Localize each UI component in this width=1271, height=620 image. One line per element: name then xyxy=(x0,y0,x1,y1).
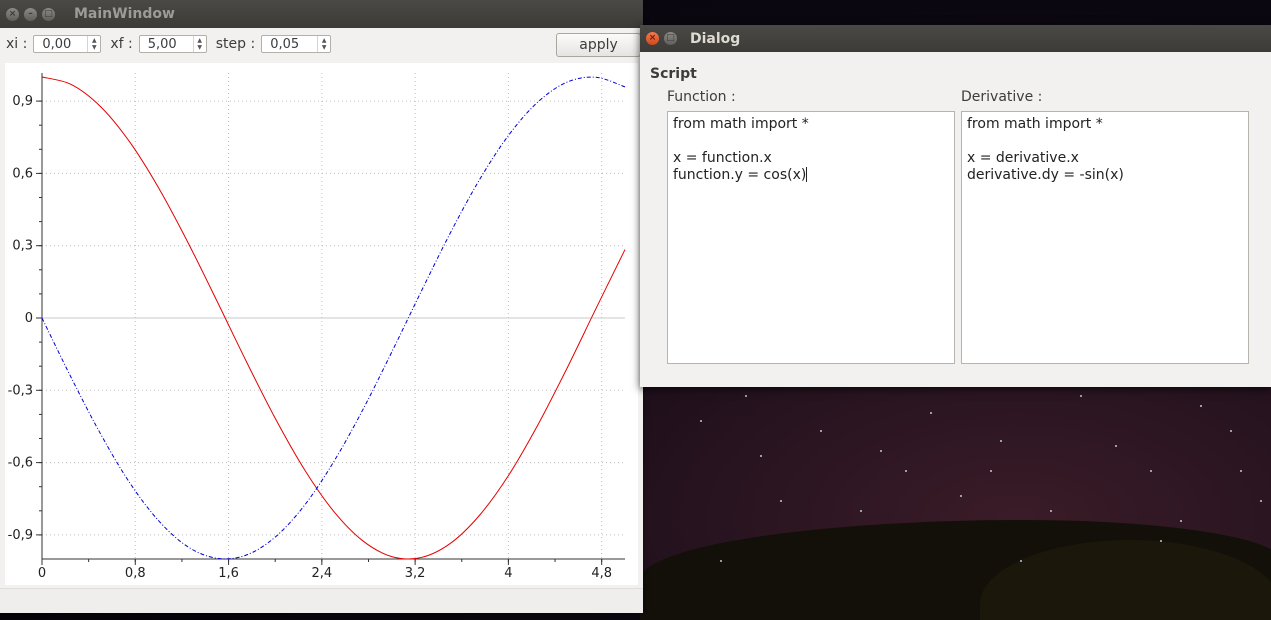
minimize-icon[interactable]: – xyxy=(24,7,37,21)
main-window: × – □ MainWindow xi : 0,00 ▲ ▼ xf : 5,00 … xyxy=(0,0,643,613)
star xyxy=(960,495,962,497)
maximize-icon[interactable]: □ xyxy=(42,7,55,21)
step-value[interactable]: 0,05 xyxy=(270,36,300,52)
star xyxy=(930,412,932,414)
star xyxy=(1200,405,1202,407)
xf-value[interactable]: 5,00 xyxy=(147,36,177,52)
plot-area[interactable]: 0 0,8 1,6 2,4 3,2 4 4,8 0,9 0,6 0,3 0 -0,3 -0,6 -0,9 xyxy=(5,63,638,585)
range-toolbar: xi : 0,00 ▲ ▼ xf : 5,00 ▲ ▼ step : 0,05 ▲ ▼… xyxy=(0,29,643,59)
star xyxy=(1230,430,1232,432)
series-line-0 xyxy=(41,76,626,560)
star xyxy=(720,560,722,562)
code-line: x = function.x xyxy=(673,150,772,166)
star xyxy=(760,455,762,457)
star xyxy=(1150,470,1152,472)
star xyxy=(745,395,747,397)
function-label: Function : xyxy=(667,89,736,105)
code-line-with-caret: function.y = cos(x) xyxy=(673,167,949,184)
function-editor[interactable]: from math import * x = function.x functi… xyxy=(667,111,955,364)
y-tick-label: 0,9 xyxy=(12,94,33,109)
y-tick-label: -0,9 xyxy=(8,528,33,543)
window-title: MainWindow xyxy=(74,6,175,22)
star xyxy=(1160,540,1162,542)
star xyxy=(1080,395,1082,397)
plot-series xyxy=(41,76,626,560)
y-tick-label: -0,3 xyxy=(8,383,33,398)
dialog-title: Dialog xyxy=(690,30,741,47)
step-label: step : xyxy=(215,36,256,52)
derivative-label: Derivative : xyxy=(961,89,1043,105)
spin-arrows-icon[interactable]: ▲ ▼ xyxy=(87,36,100,52)
spin-arrows-icon[interactable]: ▲ ▼ xyxy=(317,36,330,52)
status-bar xyxy=(0,588,643,613)
x-tick-label: 0 xyxy=(38,566,46,581)
function-plot[interactable]: 0 0,8 1,6 2,4 3,2 4 4,8 0,9 0,6 0,3 0 -0,3 -0,6 -0,9 xyxy=(5,63,638,585)
x-tick-label: 4,8 xyxy=(591,566,612,581)
star xyxy=(820,430,822,432)
dialog-titlebar[interactable]: × □ Dialog xyxy=(640,25,1271,52)
star xyxy=(990,470,992,472)
star xyxy=(1240,470,1242,472)
star xyxy=(1000,440,1002,442)
script-group-title: Script xyxy=(650,66,697,82)
code-line xyxy=(673,133,949,150)
y-tick-label: 0 xyxy=(25,311,33,326)
star xyxy=(1050,510,1052,512)
axes: 0 0,8 1,6 2,4 3,2 4 4,8 0,9 0,6 0,3 0 -0,3 -0,6 -0,9 xyxy=(8,73,625,581)
code-line: from math import * xyxy=(967,116,1103,132)
x-tick-label: 4 xyxy=(504,566,512,581)
code-line: derivative.dy = -sin(x) xyxy=(967,167,1124,183)
x-tick-label: 1,6 xyxy=(218,566,239,581)
xi-spinbox[interactable]: 0,00 ▲ ▼ xyxy=(33,35,102,53)
code-line: function.y = cos(x) xyxy=(673,167,807,183)
code-line: from math import * xyxy=(673,116,809,132)
text-caret xyxy=(806,167,808,182)
xf-label: xf : xyxy=(110,36,133,52)
star xyxy=(700,420,702,422)
star xyxy=(1260,500,1262,502)
star xyxy=(1020,560,1022,562)
x-tick-label: 3,2 xyxy=(405,566,426,581)
close-icon[interactable]: × xyxy=(646,32,659,45)
apply-button[interactable]: apply xyxy=(556,33,641,57)
x-tick-label: 0,8 xyxy=(125,566,146,581)
star xyxy=(905,470,907,472)
xf-spinbox[interactable]: 5,00 ▲ ▼ xyxy=(138,35,207,53)
code-line xyxy=(967,133,1243,150)
script-dialog: × □ Dialog Script Function : Derivative … xyxy=(640,25,1271,387)
main-window-titlebar[interactable]: × – □ MainWindow xyxy=(0,0,643,28)
y-tick-label: -0,6 xyxy=(8,456,33,471)
x-tick-label: 2,4 xyxy=(311,566,332,581)
y-tick-label: 0,6 xyxy=(12,166,33,181)
xi-label: xi : xyxy=(6,36,28,52)
code-line: x = derivative.x xyxy=(967,150,1079,166)
spin-arrows-icon[interactable]: ▲ ▼ xyxy=(192,36,206,52)
step-spinbox[interactable]: 0,05 ▲ ▼ xyxy=(261,35,332,53)
star xyxy=(1180,520,1182,522)
derivative-editor[interactable]: from math import * x = derivative.x deri… xyxy=(961,111,1249,364)
star xyxy=(860,510,862,512)
close-icon[interactable]: × xyxy=(6,7,19,21)
maximize-icon[interactable]: □ xyxy=(664,32,677,45)
star xyxy=(1115,445,1117,447)
xi-value[interactable]: 0,00 xyxy=(42,36,72,52)
star xyxy=(780,500,782,502)
star xyxy=(880,450,882,452)
grid-lines xyxy=(42,73,625,559)
y-tick-label: 0,3 xyxy=(12,239,33,254)
series-line-1 xyxy=(41,76,626,560)
